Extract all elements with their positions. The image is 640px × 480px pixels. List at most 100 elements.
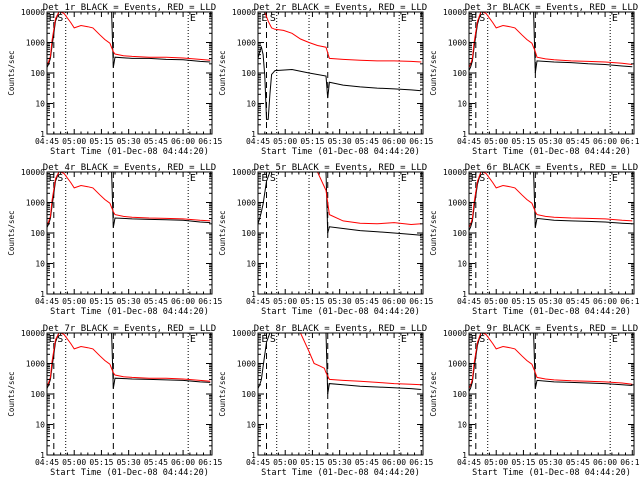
y-tick-label: 10 bbox=[35, 260, 45, 269]
x-tick-label: 05:45 bbox=[355, 458, 379, 467]
marker-label-e: E bbox=[471, 173, 477, 184]
events-series-line bbox=[47, 333, 211, 389]
y-tick-label: 100 bbox=[31, 69, 46, 78]
marker-label-e: E bbox=[49, 173, 55, 184]
y-tick-label: 10 bbox=[35, 100, 45, 109]
y-tick-label: 1 bbox=[40, 290, 45, 299]
y-tick-label: 1000 bbox=[448, 39, 467, 48]
panel-title: Det 5r BLACK = Events, RED = LLD bbox=[254, 163, 427, 173]
x-tick-label: 04:45 bbox=[246, 297, 270, 306]
x-axis-label: Start Time (01-Dec-08 04:44:20) bbox=[472, 468, 631, 478]
x-tick-label: 05:15 bbox=[89, 458, 113, 467]
y-axis-label: Counts/sec bbox=[7, 210, 16, 255]
x-tick-label: 06:00 bbox=[593, 137, 617, 146]
panel-data bbox=[258, 333, 422, 395]
y-tick-label: 10000 bbox=[232, 168, 256, 177]
x-tick-label: 05:45 bbox=[566, 458, 590, 467]
events-series-line bbox=[47, 12, 211, 68]
x-tick-label: 05:00 bbox=[273, 137, 297, 146]
panel-title: Det 2r BLACK = Events, RED = LLD bbox=[254, 3, 427, 13]
y-tick-label: 100 bbox=[453, 69, 468, 78]
panel-data bbox=[47, 12, 211, 68]
panel-data bbox=[258, 12, 422, 120]
y-tick-label: 1 bbox=[462, 451, 467, 460]
x-tick-label: 06:15 bbox=[409, 458, 433, 467]
marker-label-e: E bbox=[612, 13, 618, 24]
marker-label-s: S bbox=[270, 13, 276, 24]
y-tick-label: 1 bbox=[462, 130, 467, 139]
y-tick-label: 100 bbox=[453, 229, 468, 238]
x-tick-label: 06:00 bbox=[171, 137, 195, 146]
x-tick-label: 06:00 bbox=[382, 297, 406, 306]
x-tick-label: 05:45 bbox=[566, 137, 590, 146]
x-axis-label: Start Time (01-Dec-08 04:44:20) bbox=[261, 468, 420, 478]
x-axis-label: Start Time (01-Dec-08 04:44:20) bbox=[50, 147, 209, 157]
y-tick-label: 10000 bbox=[21, 8, 45, 17]
y-tick-label: 1 bbox=[40, 451, 45, 460]
marker-label-e: E bbox=[612, 334, 618, 345]
y-axis-label: Counts/sec bbox=[7, 371, 16, 416]
x-tick-label: 05:15 bbox=[511, 297, 535, 306]
x-tick-label: 06:15 bbox=[620, 137, 640, 146]
y-tick-label: 1000 bbox=[237, 199, 256, 208]
y-axis-label: Counts/sec bbox=[7, 50, 16, 95]
lld-series-line bbox=[258, 172, 422, 226]
x-tick-label: 05:30 bbox=[539, 137, 563, 146]
y-tick-label: 100 bbox=[31, 390, 46, 399]
y-tick-label: 10 bbox=[246, 260, 256, 269]
x-tick-label: 06:00 bbox=[593, 458, 617, 467]
x-tick-label: 06:15 bbox=[409, 137, 433, 146]
marker-label-e: E bbox=[261, 13, 267, 24]
x-tick-label: 05:45 bbox=[144, 137, 168, 146]
x-tick-label: 05:45 bbox=[355, 297, 379, 306]
y-tick-label: 10 bbox=[457, 421, 467, 430]
x-tick-label: 04:45 bbox=[246, 137, 270, 146]
y-tick-label: 1000 bbox=[26, 199, 45, 208]
x-tick-label: 04:45 bbox=[457, 137, 481, 146]
y-tick-label: 100 bbox=[31, 229, 46, 238]
x-tick-label: 05:30 bbox=[328, 458, 352, 467]
marker-label-e: E bbox=[401, 334, 407, 345]
marker-label-e: E bbox=[190, 173, 196, 184]
y-tick-label: 1000 bbox=[448, 199, 467, 208]
x-tick-label: 05:15 bbox=[511, 137, 535, 146]
y-tick-label: 10000 bbox=[443, 8, 467, 17]
x-tick-label: 05:15 bbox=[300, 458, 324, 467]
x-tick-label: 05:45 bbox=[355, 137, 379, 146]
events-series-line bbox=[47, 172, 211, 228]
y-tick-label: 1000 bbox=[26, 360, 45, 369]
panel-data bbox=[47, 333, 211, 389]
panel-data bbox=[469, 12, 633, 74]
marker-label-e: E bbox=[401, 13, 407, 24]
y-tick-label: 1000 bbox=[237, 39, 256, 48]
x-tick-label: 05:15 bbox=[89, 137, 113, 146]
y-tick-label: 10 bbox=[246, 100, 256, 109]
panel-title: Det 6r BLACK = Events, RED = LLD bbox=[465, 163, 638, 173]
y-tick-label: 10 bbox=[35, 421, 45, 430]
events-series-line bbox=[258, 45, 422, 120]
y-tick-label: 100 bbox=[242, 69, 257, 78]
x-tick-label: 05:30 bbox=[117, 137, 141, 146]
marker-label-s: S bbox=[479, 334, 485, 345]
y-tick-label: 10 bbox=[457, 260, 467, 269]
y-tick-label: 10000 bbox=[443, 168, 467, 177]
marker-label-s: S bbox=[57, 173, 63, 184]
x-tick-label: 05:30 bbox=[117, 458, 141, 467]
x-tick-label: 06:00 bbox=[382, 458, 406, 467]
x-tick-label: 06:00 bbox=[171, 297, 195, 306]
y-axis-label: Counts/sec bbox=[429, 210, 438, 255]
y-axis-label: Counts/sec bbox=[218, 371, 227, 416]
x-tick-label: 05:00 bbox=[62, 137, 86, 146]
y-tick-label: 10000 bbox=[232, 8, 256, 17]
marker-label-e: E bbox=[471, 13, 477, 24]
y-tick-label: 1 bbox=[251, 451, 256, 460]
x-tick-label: 05:45 bbox=[144, 458, 168, 467]
x-tick-label: 05:45 bbox=[144, 297, 168, 306]
panel-title: Det 4r BLACK = Events, RED = LLD bbox=[43, 163, 216, 173]
x-tick-label: 06:00 bbox=[171, 458, 195, 467]
y-tick-label: 1 bbox=[40, 130, 45, 139]
